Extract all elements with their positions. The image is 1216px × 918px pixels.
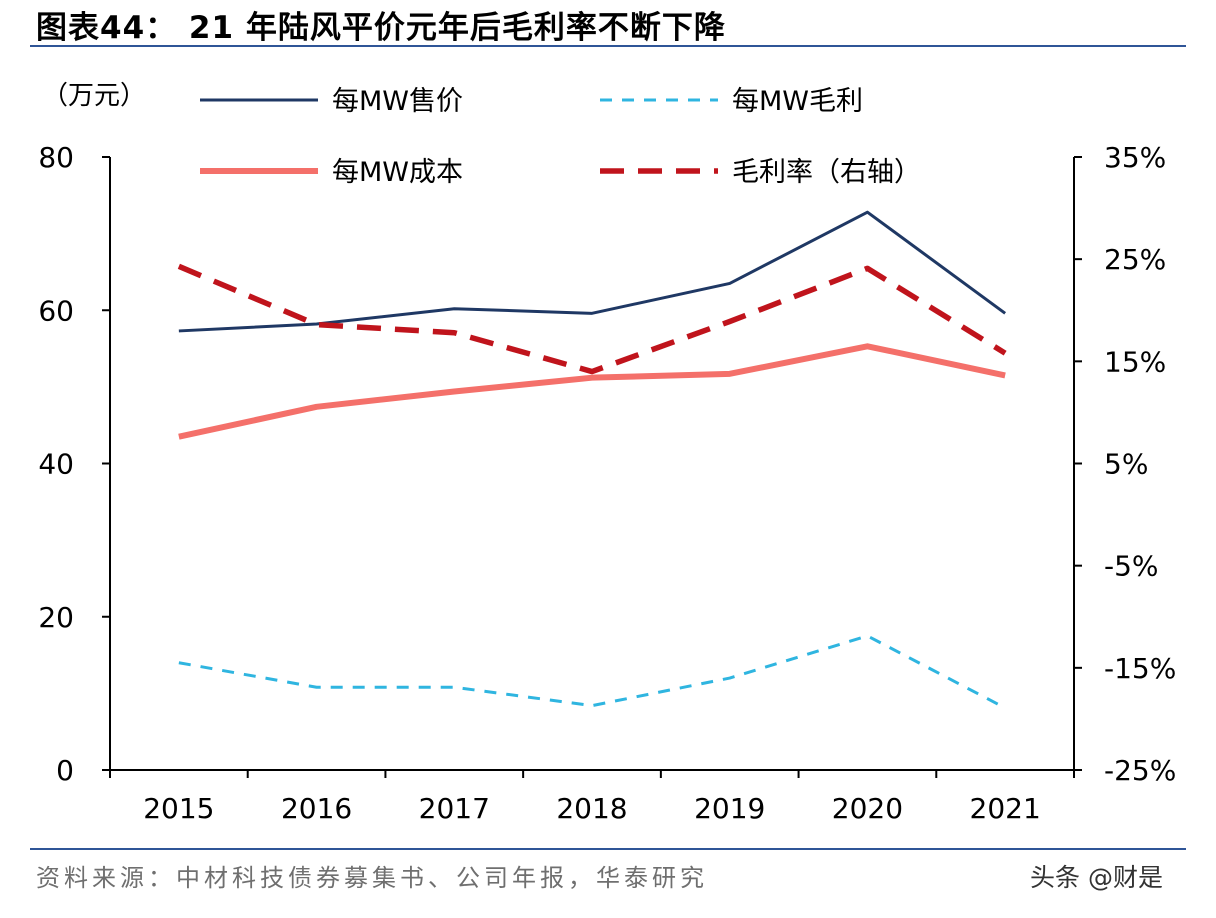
right-tick-label: -25%	[1104, 754, 1176, 787]
axes: 0 20 40 60 80 -25% -15% -5% 5% 15% 25% 35% 2015 2016 2…	[38, 141, 1176, 825]
left-tick-label: 60	[38, 294, 74, 327]
left-tick-label: 80	[38, 141, 74, 174]
x-tick-label: 2015	[143, 792, 214, 825]
x-tick-label: 2020	[832, 792, 903, 825]
right-tick-label: 35%	[1104, 141, 1166, 174]
legend-label-3: 毛利率（右轴）	[732, 157, 921, 188]
x-tick-label: 2021	[970, 792, 1041, 825]
source-note: 资料来源：中材科技债券募集书、公司年报，华泰研究	[36, 864, 708, 892]
right-tick-label: 25%	[1104, 243, 1166, 276]
x-tick-label: 2018	[556, 792, 627, 825]
right-tick-label: -15%	[1104, 652, 1176, 685]
legend-label-0: 每MW售价	[332, 86, 463, 117]
series-line-3	[177, 263, 1007, 375]
right-tick-label: 15%	[1104, 345, 1166, 378]
right-tick-label: -5%	[1104, 550, 1159, 583]
series-lines	[177, 210, 1007, 710]
left-tick-label: 0	[56, 754, 74, 787]
footer-divider	[30, 848, 1186, 850]
series-line-0	[178, 210, 1007, 333]
series-line-2	[178, 343, 1006, 440]
watermark-text: 头条 @财是	[1030, 863, 1163, 892]
title-divider	[30, 45, 1186, 47]
series-line-1	[178, 634, 1006, 710]
chart-title: 图表44： 21 年陆风平价元年后毛利率不断下降	[36, 10, 726, 46]
legend-label-1: 每MW毛利	[732, 86, 863, 117]
x-tick-label: 2019	[694, 792, 765, 825]
x-tick-label: 2017	[419, 792, 490, 825]
legend-label-2: 每MW成本	[332, 157, 463, 188]
x-tick-label: 2016	[281, 792, 352, 825]
right-tick-label: 5%	[1104, 448, 1148, 481]
left-tick-label: 20	[38, 601, 74, 634]
left-axis-unit: （万元）	[42, 81, 146, 111]
left-tick-label: 40	[38, 448, 74, 481]
